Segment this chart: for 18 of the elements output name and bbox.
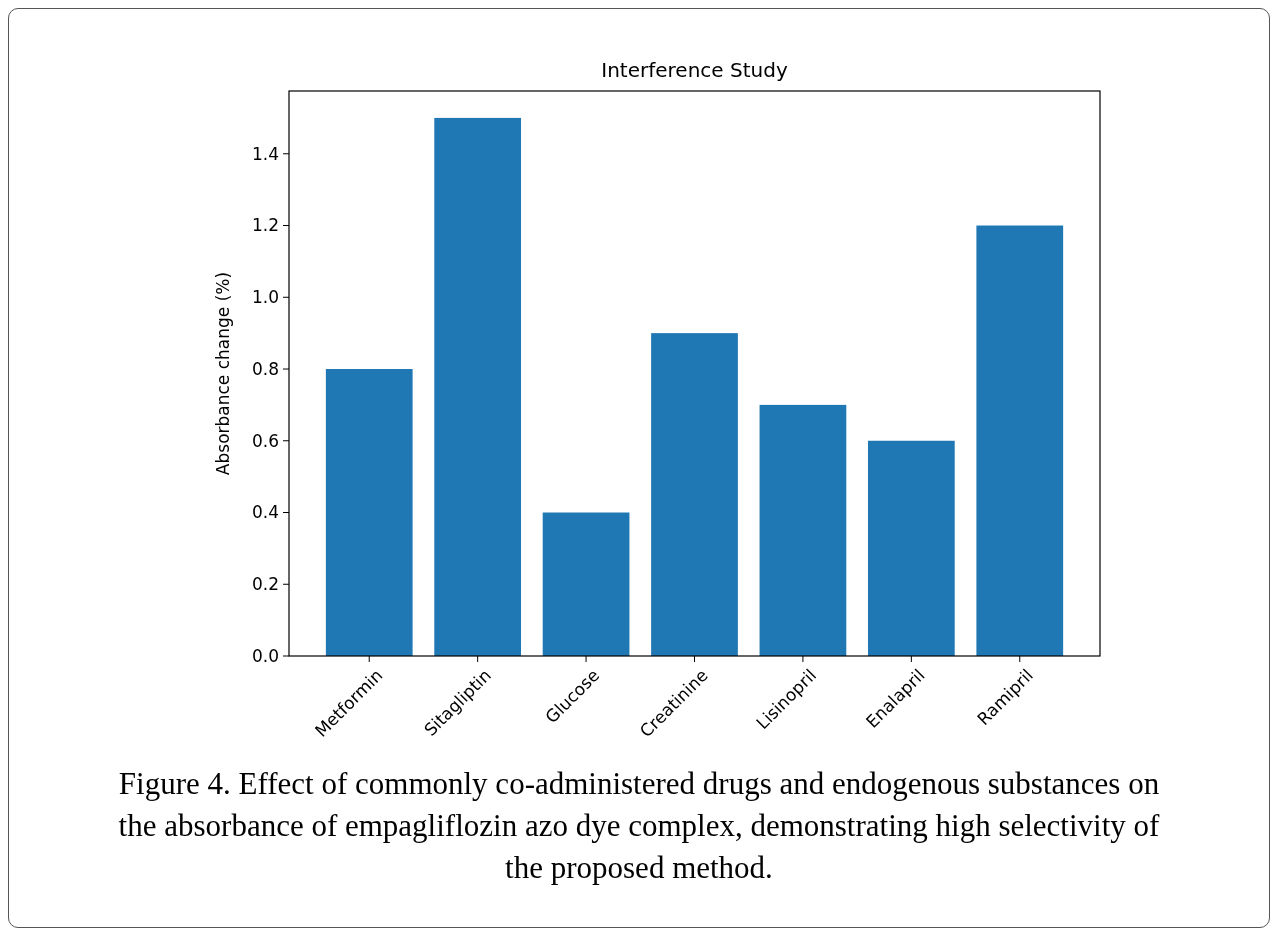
bar — [542, 512, 630, 656]
bar — [651, 333, 738, 656]
y-tick-label: 0.4 — [251, 502, 279, 523]
y-tick-label: 0.0 — [251, 645, 279, 666]
caption: Figure 4. Effect of commonly co-administered drugs and endogenous substances on the absorbance of empagliflozin azo dye complex, demonstrating high selectivity of the proposed method. — [117, 765, 1161, 887]
y-tick-label: 0.8 — [251, 358, 279, 379]
y-tick-label: 1.0 — [251, 287, 279, 308]
y-tick-label: 1.2 — [251, 215, 279, 236]
bar — [976, 225, 1064, 656]
bar — [434, 117, 522, 656]
chart-title: Interference Study — [601, 58, 788, 82]
y-tick-label: 1.4 — [251, 143, 279, 164]
bar — [867, 440, 955, 656]
bar — [325, 369, 413, 656]
y-axis-title: Absorbance change (%) — [213, 271, 233, 476]
y-tick-label: 0.2 — [251, 574, 279, 595]
bar — [759, 404, 847, 656]
y-tick-label: 0.6 — [251, 430, 279, 451]
